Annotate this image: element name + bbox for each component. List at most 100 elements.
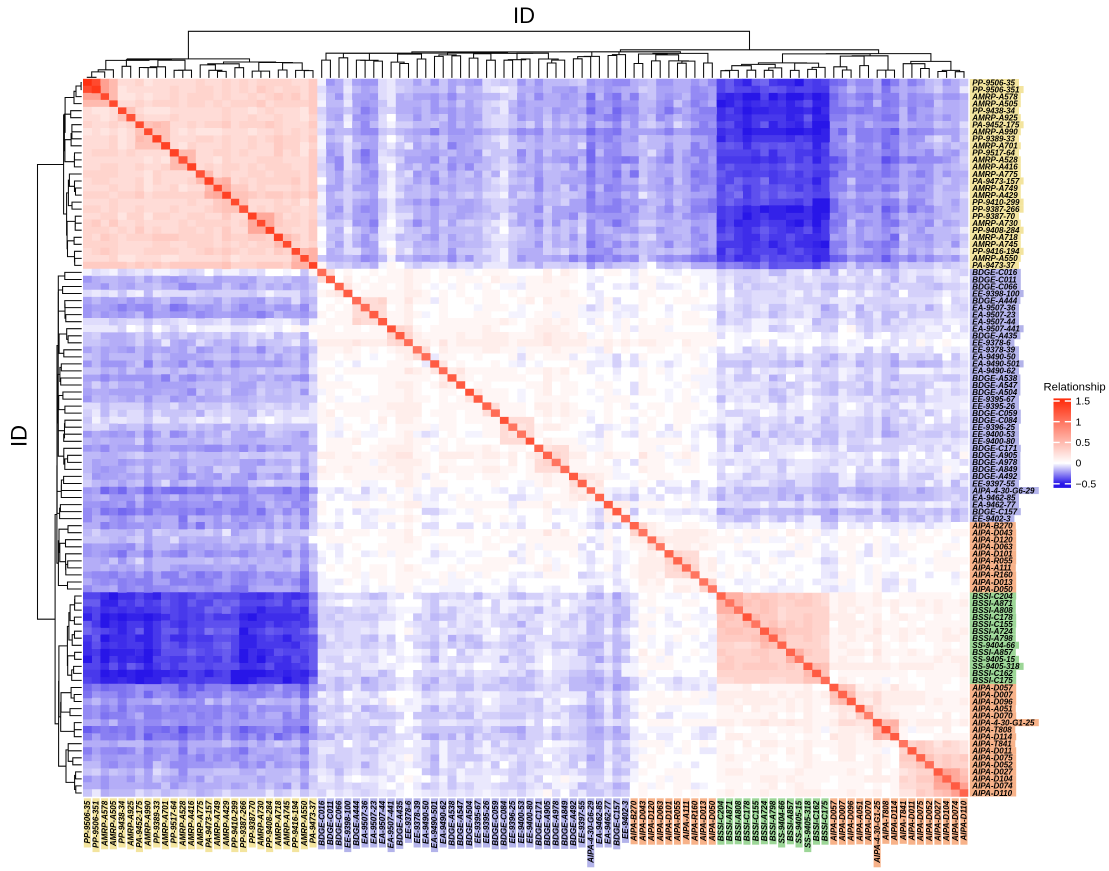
svg-text:AIPA-D096: AIPA-D096 [971,697,1013,706]
svg-text:PA-9473-157: PA-9473-157 [972,177,1020,186]
svg-text:AIPA-R160: AIPA-R160 [971,571,1013,580]
svg-text:BDGE-C157: BDGE-C157 [972,507,1017,516]
svg-text:BDGE-A504: BDGE-A504 [465,800,474,845]
svg-text:AIPA-B270: AIPA-B270 [630,800,639,842]
svg-text:SS-9404-66: SS-9404-66 [972,641,1015,650]
svg-text:AIPA-D043: AIPA-D043 [638,800,647,842]
svg-text:EE-9402-3: EE-9402-3 [621,800,630,839]
svg-text:BSSI-C175: BSSI-C175 [821,800,830,841]
svg-text:AIPA-D074: AIPA-D074 [951,800,960,842]
svg-text:AMRP-A429: AMRP-A429 [971,191,1018,200]
svg-text:AMRP-A775: AMRP-A775 [196,800,205,847]
svg-text:PP-9387-266: PP-9387-266 [972,205,1020,214]
svg-text:AIPA-D007: AIPA-D007 [838,800,847,842]
svg-text:BDGE-C171: BDGE-C171 [534,800,543,845]
svg-text:AIPA-D013: AIPA-D013 [971,578,1013,587]
svg-text:0: 0 [1076,458,1082,470]
svg-text:0.5: 0.5 [1076,437,1091,449]
svg-text:PP-9517-64: PP-9517-64 [972,149,1015,158]
svg-text:BDGE-A444: BDGE-A444 [352,800,361,845]
svg-text:EA-9490-50: EA-9490-50 [972,353,1016,362]
svg-text:EA-9507-441: EA-9507-441 [972,325,1020,334]
svg-text:AIPA-R160: AIPA-R160 [691,800,700,842]
svg-text:AIPA-T808: AIPA-T808 [881,800,890,841]
svg-text:EE-9395-67: EE-9395-67 [972,395,1015,404]
svg-text:AIPA-D104: AIPA-D104 [971,775,1013,784]
svg-text:BSSI-A808: BSSI-A808 [734,800,743,841]
svg-text:BSSI-C204: BSSI-C204 [972,592,1013,601]
svg-text:AMRP-A745: AMRP-A745 [283,800,292,847]
svg-text:BDGE-A978: BDGE-A978 [972,458,1017,467]
svg-text:PP-9438-34: PP-9438-34 [118,800,127,843]
svg-text:AIPA-D101: AIPA-D101 [665,800,674,842]
svg-text:EE-9397-55: EE-9397-55 [972,479,1015,488]
svg-text:BDGE-A444: BDGE-A444 [972,296,1017,305]
svg-text:EA-9507-441: EA-9507-441 [387,800,396,848]
svg-text:1.5: 1.5 [1076,396,1091,408]
svg-text:AIPA-D057: AIPA-D057 [971,683,1013,692]
svg-text:AMRP-A749: AMRP-A749 [971,184,1018,193]
svg-text:BDGE-A547: BDGE-A547 [456,800,465,845]
svg-text:AIPA-D075: AIPA-D075 [916,800,925,842]
svg-text:BDGE-C066: BDGE-C066 [335,800,344,845]
svg-text:AIPA-D120: AIPA-D120 [647,800,656,842]
svg-text:AMRP-A429: AMRP-A429 [222,800,231,847]
svg-text:BDGE-A492: BDGE-A492 [972,472,1017,481]
svg-text:AIPA-D063: AIPA-D063 [656,800,665,842]
svg-text:BDGE-A547: BDGE-A547 [972,381,1017,390]
svg-text:BDGE-A978: BDGE-A978 [552,800,561,845]
svg-text:PA-9452-175: PA-9452-175 [135,800,144,848]
svg-text:AIPA-R055: AIPA-R055 [971,557,1013,566]
svg-text:BDGE-C016: BDGE-C016 [972,268,1017,277]
svg-text:EE-9400-53: EE-9400-53 [517,800,526,843]
svg-text:PA-9473-37: PA-9473-37 [972,261,1015,270]
svg-text:EE-9400-80: EE-9400-80 [972,437,1015,446]
svg-text:AIPA-T808: AIPA-T808 [971,726,1012,735]
svg-text:AIPA-D027: AIPA-D027 [971,768,1013,777]
svg-text:AIPA-D052: AIPA-D052 [971,761,1013,770]
svg-text:ID: ID [7,425,32,447]
svg-text:AMRP-A990: AMRP-A990 [144,800,153,847]
svg-text:BDGE-C066: BDGE-C066 [972,282,1017,291]
svg-text:SS-9405-15: SS-9405-15 [972,655,1015,664]
svg-text:AIPA-D114: AIPA-D114 [890,800,899,841]
svg-text:BSSI-A798: BSSI-A798 [972,634,1013,643]
svg-text:AIPA-D070: AIPA-D070 [864,800,873,842]
svg-text:BSSI-C204: BSSI-C204 [717,800,726,841]
svg-text:AIPA-D110: AIPA-D110 [960,800,969,841]
svg-text:AIPA-D096: AIPA-D096 [847,800,856,842]
svg-text:AMRP-A718: AMRP-A718 [274,800,283,847]
svg-text:AIPA-D063: AIPA-D063 [971,543,1013,552]
svg-text:PP-9387-70: PP-9387-70 [972,212,1015,221]
svg-text:BSSI-C178: BSSI-C178 [743,800,752,841]
svg-text:AMRP-A730: AMRP-A730 [257,800,266,847]
svg-text:BSSI-C175: BSSI-C175 [972,676,1013,685]
svg-text:BSSI-A808: BSSI-A808 [972,606,1013,615]
svg-text:PP-9506-35: PP-9506-35 [972,78,1015,87]
svg-text:AMRP-A550: AMRP-A550 [971,254,1018,263]
svg-text:BSSI-C178: BSSI-C178 [972,613,1013,622]
svg-text:PP-9506-351: PP-9506-351 [972,85,1020,94]
svg-text:PA-9473-37: PA-9473-37 [309,800,318,843]
svg-text:BDGE-A504: BDGE-A504 [972,388,1017,397]
svg-text:PP-9438-34: PP-9438-34 [972,107,1015,116]
svg-text:EE-9395-26: EE-9395-26 [972,402,1015,411]
svg-text:AMRP-A505: AMRP-A505 [971,99,1018,108]
svg-text:AIPA-4-30-G6-29: AIPA-4-30-G6-29 [971,486,1035,495]
svg-text:EE-9395-67: EE-9395-67 [474,800,483,843]
svg-text:EA-9507-44: EA-9507-44 [378,800,387,844]
svg-text:SS-9405-318: SS-9405-318 [803,800,812,848]
svg-text:BSSI-A857: BSSI-A857 [972,648,1013,657]
svg-text:AIPA-D057: AIPA-D057 [829,800,838,842]
svg-text:EE-9397-55: EE-9397-55 [578,800,587,843]
svg-text:PP-9416-194: PP-9416-194 [972,247,1020,256]
svg-text:AIPA-4-30-G1-25: AIPA-4-30-G1-25 [971,718,1035,727]
svg-text:PP-9416-194: PP-9416-194 [291,800,300,848]
svg-text:BSSI-C162: BSSI-C162 [972,669,1013,678]
svg-text:AIPA-D101: AIPA-D101 [971,550,1013,559]
svg-text:AIPA-D050: AIPA-D050 [971,585,1013,594]
svg-text:AIPA-D043: AIPA-D043 [971,529,1013,538]
svg-text:PP-9408-284: PP-9408-284 [972,226,1020,235]
svg-text:AMRP-A718: AMRP-A718 [971,233,1018,242]
svg-text:BDGE-C171: BDGE-C171 [972,444,1017,453]
